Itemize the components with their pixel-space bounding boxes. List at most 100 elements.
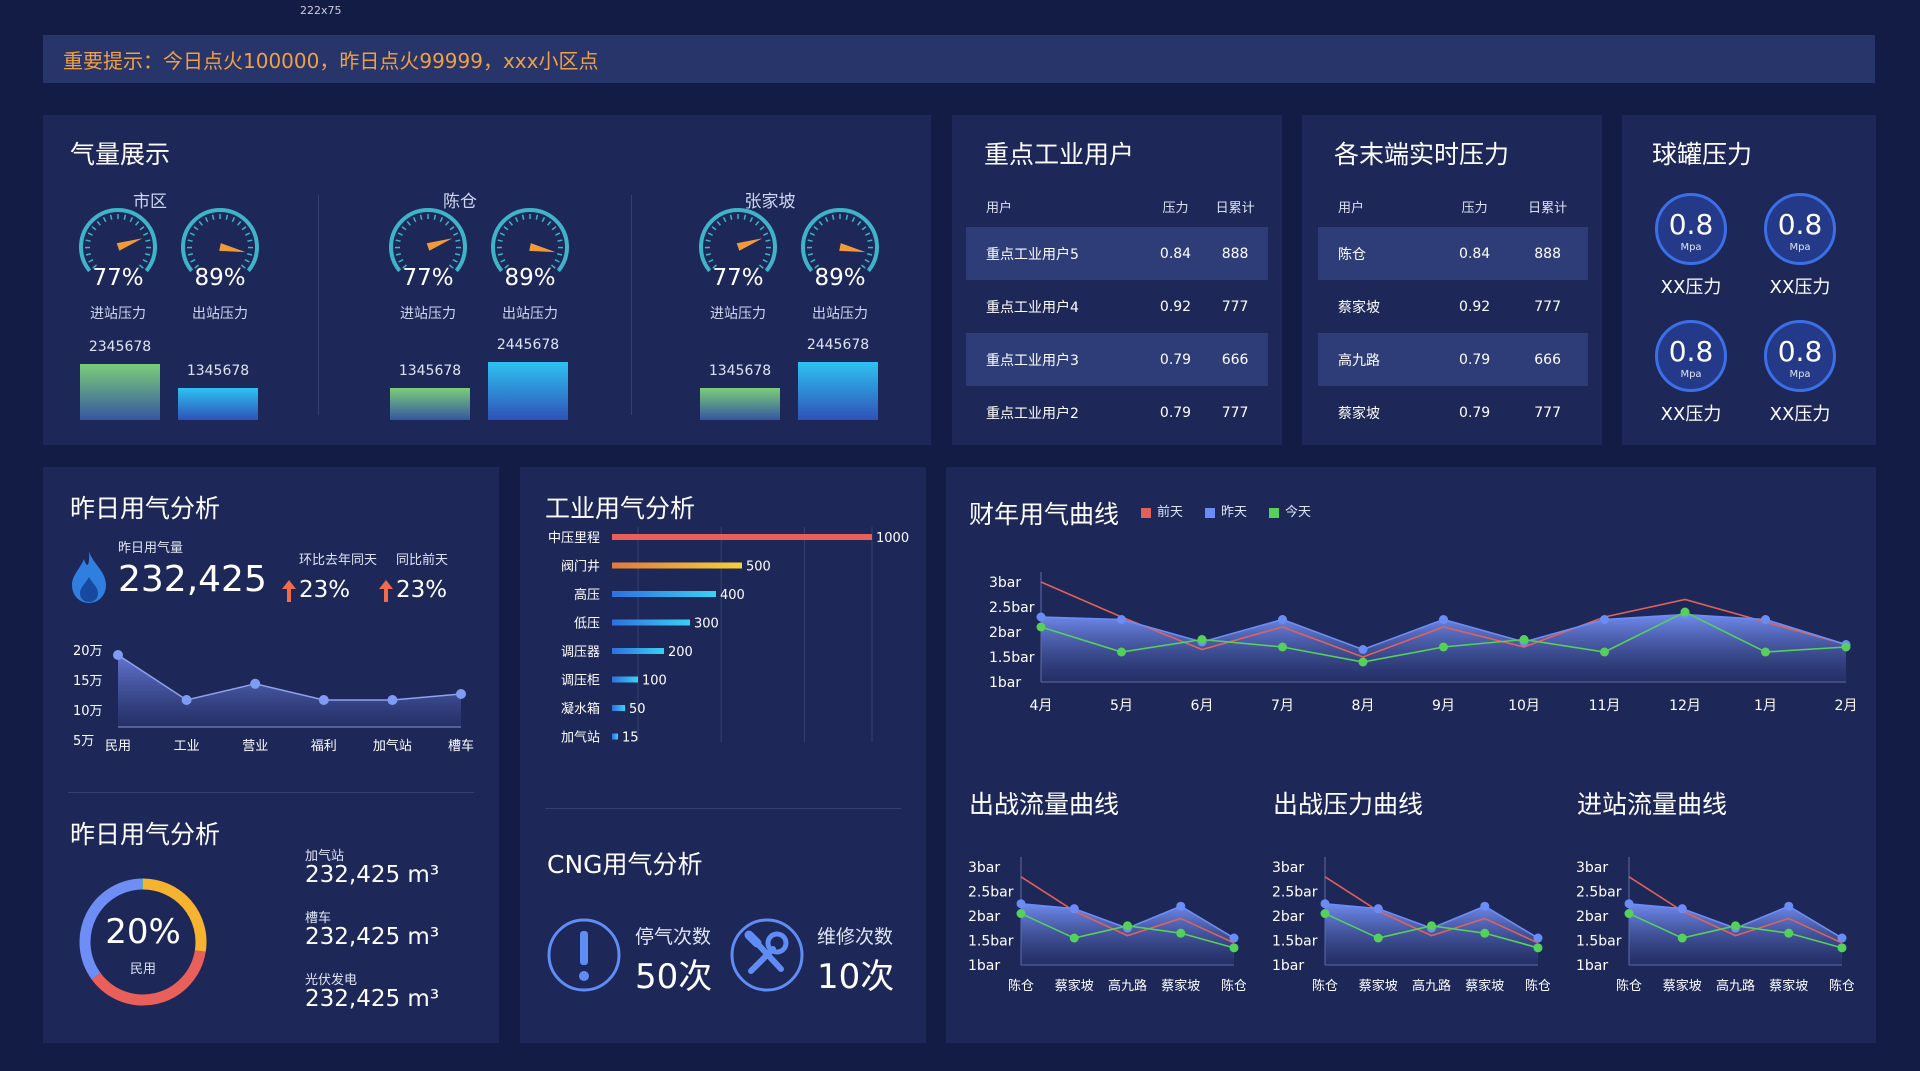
table-cell: 777 xyxy=(1221,298,1249,315)
volume-bar xyxy=(798,362,878,420)
y-tick-label: 2.5bar xyxy=(1576,885,1622,901)
table-row[interactable]: 重点工业用户5 0.84 888 xyxy=(966,227,1268,280)
out-flow-chart: 3bar 2.5bar 2bar 1.5bar 1bar 陈仓 蔡家坡 高九路 蔡家坡 陈仓 xyxy=(968,857,1246,994)
area-fill xyxy=(118,655,461,727)
data-point xyxy=(1320,909,1330,919)
y-tick-label: 1bar xyxy=(968,958,1000,974)
y-tick-label: 3bar xyxy=(1576,860,1608,876)
legend-item[interactable]: 前天 xyxy=(1141,505,1183,520)
gauge-tick xyxy=(87,232,93,236)
data-point xyxy=(1784,928,1794,938)
table-header: 用户 压力 日累计 xyxy=(1318,185,1588,227)
table-cell: 777 xyxy=(1534,298,1561,315)
table-row[interactable]: 陈仓 0.84 888 xyxy=(1318,227,1588,280)
gauge-tick xyxy=(866,253,873,256)
gauge-tick xyxy=(499,232,505,236)
gauge-tick xyxy=(445,220,450,226)
data-point xyxy=(456,689,466,699)
gauge-tick xyxy=(211,214,215,220)
gauge-tick xyxy=(102,217,107,223)
category-label: 凝水箱 xyxy=(561,701,600,717)
gauge-tick xyxy=(142,259,148,263)
table-row[interactable]: 重点工业用户4 0.92 777 xyxy=(966,280,1268,333)
table-row[interactable]: 重点工业用户2 0.79 777 xyxy=(966,386,1268,439)
gauge-tick xyxy=(557,239,563,242)
in-flow-chart: 3bar 2.5bar 2bar 1.5bar 1bar 陈仓 蔡家坡 高九路 蔡家坡 陈仓 xyxy=(1576,857,1854,994)
gauge-tick xyxy=(189,232,195,236)
gauge-tick xyxy=(749,217,754,223)
panel-title: 重点工业用户 xyxy=(984,140,1135,169)
data-point xyxy=(113,650,123,660)
data-point xyxy=(1731,921,1740,931)
table-row[interactable]: 重点工业用户3 0.79 666 xyxy=(966,333,1268,386)
value-label: 300 xyxy=(694,617,719,632)
data-point xyxy=(1533,943,1543,953)
gauge-tick xyxy=(762,259,768,263)
gauge-tick xyxy=(439,217,444,223)
panel-title: 财年用气曲线 xyxy=(969,500,1120,529)
x-tick-label: 6月 xyxy=(1191,698,1214,714)
gauge-tick xyxy=(247,239,253,242)
gauge-tick xyxy=(452,259,458,263)
gauge-tick xyxy=(541,217,546,223)
y-tick-label: 3bar xyxy=(1272,860,1304,876)
data-point xyxy=(1229,933,1239,943)
gauge-tick xyxy=(861,226,867,231)
gauge-percent: 77% xyxy=(402,265,454,291)
gauge-arc xyxy=(801,208,879,273)
bar xyxy=(612,676,638,683)
table-row[interactable]: 高九路 0.79 666 xyxy=(1318,333,1588,386)
data-point xyxy=(1176,901,1186,911)
tank-gauge: 0.8 Mpa xyxy=(1764,193,1836,265)
table-cell: 0.92 xyxy=(1459,298,1491,315)
series-line xyxy=(1628,876,1843,944)
gauge-tick xyxy=(864,259,870,263)
gauge-tick xyxy=(814,264,820,269)
gauge-tick xyxy=(109,214,113,220)
value-label: 200 xyxy=(668,645,693,660)
x-tick-label: 7月 xyxy=(1271,698,1294,714)
gauge-tick xyxy=(556,253,563,256)
usage-value: 232,425 xyxy=(118,559,267,600)
legend-item[interactable]: 今天 xyxy=(1269,505,1311,520)
y-tick-label: 1.5bar xyxy=(1272,934,1318,950)
gauge-tick xyxy=(851,217,856,223)
tank-gauge: 0.8 Mpa xyxy=(1655,320,1727,392)
y-tick-label: 2bar xyxy=(1272,909,1304,925)
gauge-tick xyxy=(190,259,196,263)
y-tick-label: 1bar xyxy=(1576,958,1608,974)
gauge-tick xyxy=(237,220,242,226)
table-row[interactable]: 蔡家坡 0.79 777 xyxy=(1318,386,1588,439)
out-pressure-title: 出战压力曲线 xyxy=(1273,790,1424,819)
x-tick-label: 4月 xyxy=(1030,698,1053,714)
gauge-tick xyxy=(231,217,236,223)
gauge-tick xyxy=(85,253,92,256)
table-row[interactable]: 蔡家坡 0.92 777 xyxy=(1318,280,1588,333)
data-point xyxy=(1123,921,1132,931)
x-tick-label: 12月 xyxy=(1669,698,1701,714)
data-point xyxy=(181,695,192,705)
gauge-tick xyxy=(763,232,769,236)
industry-analysis-panel: 工业用气分析 中压里程 1000 阀门井 500 高压 400 低压 300 调压器 200 调压柜… xyxy=(520,467,926,1043)
data-point xyxy=(1837,943,1847,953)
x-tick-label: 蔡家坡 xyxy=(1055,978,1094,994)
gauge-tick xyxy=(135,220,140,226)
y-tick-label: 1bar xyxy=(1272,958,1304,974)
bar xyxy=(612,733,618,740)
column-header: 日累计 xyxy=(1528,200,1568,216)
gauge-tick xyxy=(225,214,229,220)
repair-value: 10次 xyxy=(817,957,895,997)
gauge-tick xyxy=(401,226,407,231)
data-point xyxy=(1680,607,1690,617)
value-label: 400 xyxy=(720,588,745,603)
gauge-tick xyxy=(398,259,404,263)
gas-display-panel: 气量展示 市区 77% 进站压力 89% 出站压力 2345678 1345678 陈仓 77%… xyxy=(43,115,931,445)
table-cell: 0.79 xyxy=(1459,404,1491,421)
gauge-tick xyxy=(712,264,718,269)
data-point xyxy=(1624,899,1634,909)
gauge-tick xyxy=(722,217,727,223)
gauge-tick xyxy=(138,264,144,269)
x-tick-label: 槽车 xyxy=(448,738,474,754)
legend-item[interactable]: 昨天 xyxy=(1205,505,1247,520)
value-label: 50 xyxy=(629,702,646,717)
